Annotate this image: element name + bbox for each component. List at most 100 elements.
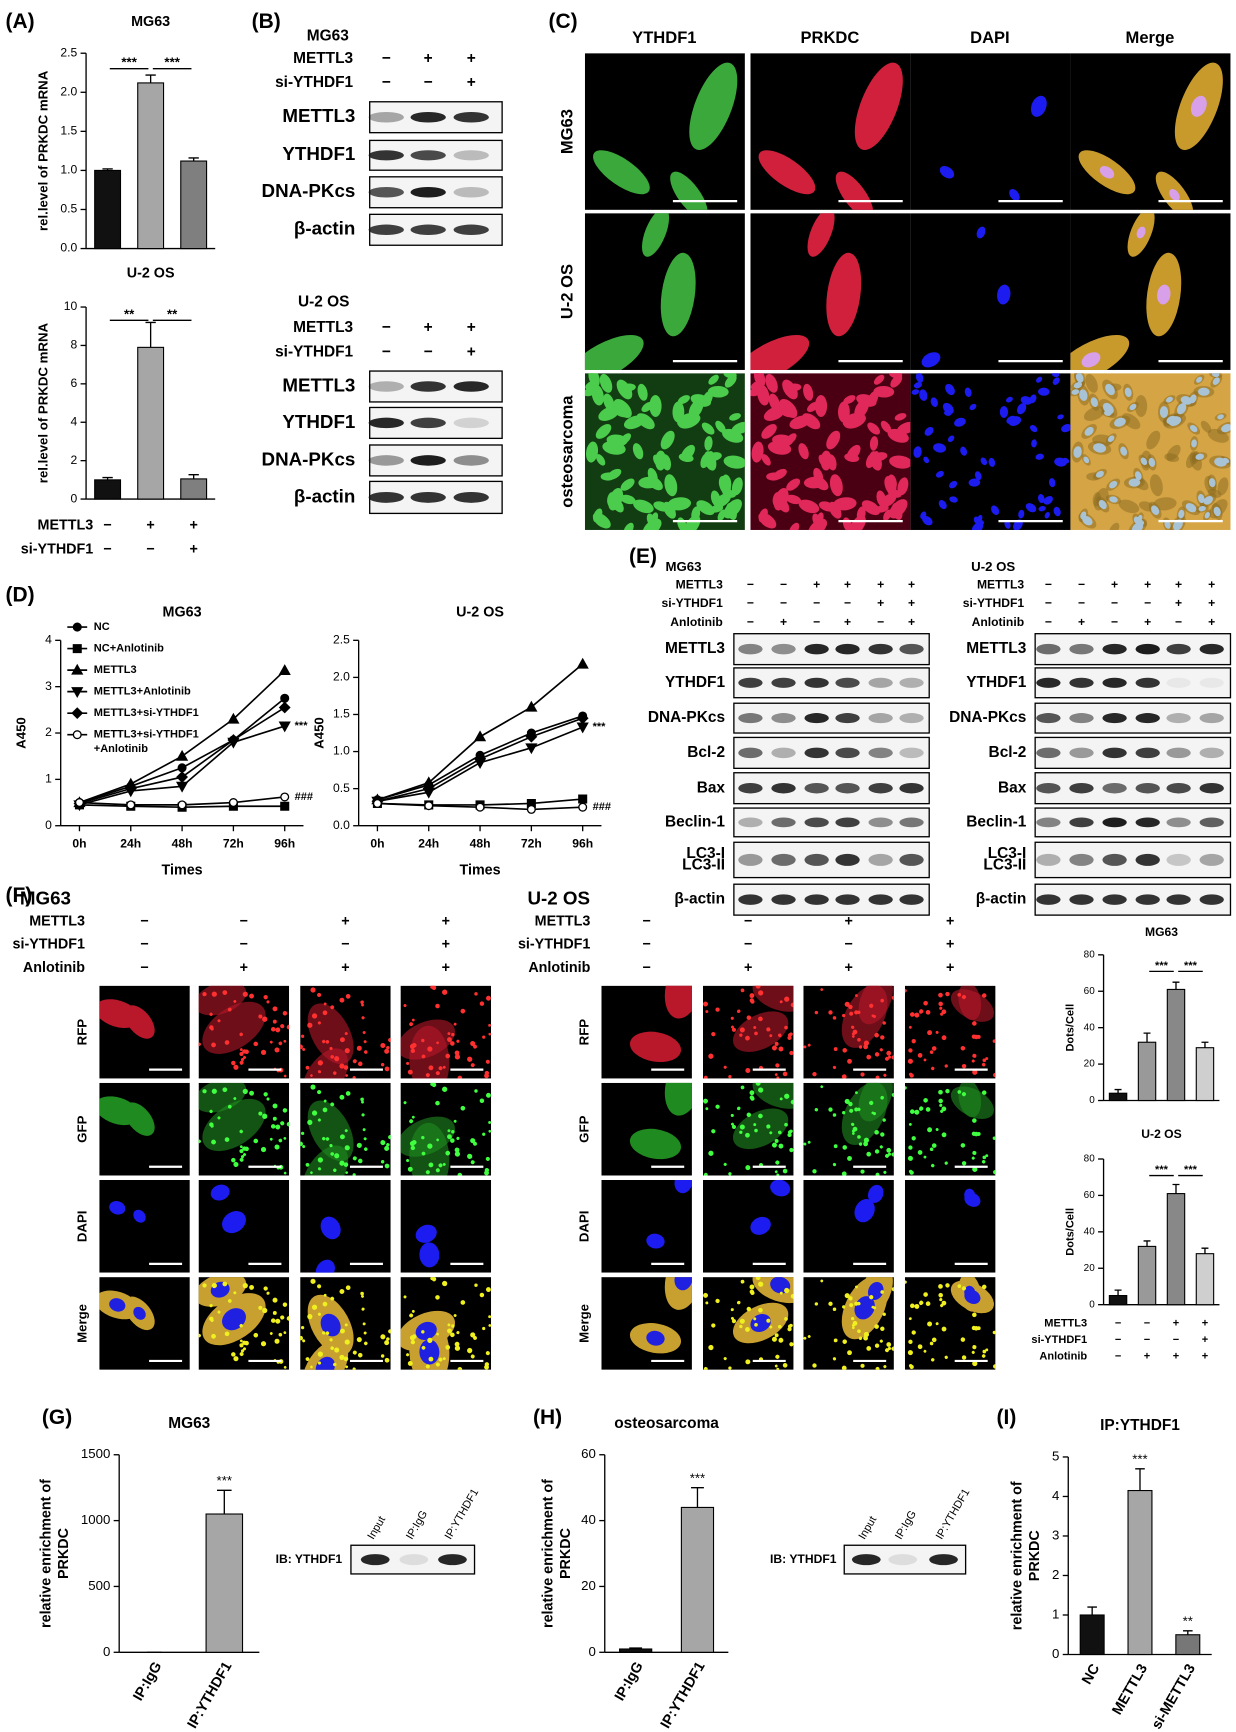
cell <box>333 1168 337 1172</box>
cell <box>846 444 861 461</box>
cell <box>971 1350 975 1354</box>
cell <box>957 992 962 997</box>
blot-band <box>835 643 860 655</box>
cell <box>1191 439 1197 448</box>
cell <box>753 1317 757 1321</box>
cell <box>442 1357 446 1361</box>
micrograph <box>750 213 911 370</box>
cell <box>814 517 827 527</box>
condition-sign: − <box>1115 1350 1121 1362</box>
cell <box>857 1038 861 1042</box>
cell <box>240 1057 245 1062</box>
legend-marker <box>72 622 82 632</box>
cell <box>453 1314 457 1317</box>
cell <box>345 1171 349 1174</box>
cell <box>774 1139 779 1143</box>
cell <box>272 1116 277 1121</box>
condition-sign: + <box>946 960 954 976</box>
cell <box>972 1118 977 1123</box>
cell <box>1093 443 1107 453</box>
cell <box>233 1064 239 1070</box>
cell <box>362 1128 366 1132</box>
cell <box>723 1357 727 1361</box>
panel-label: (G) <box>42 1406 72 1429</box>
cell <box>771 1336 777 1342</box>
cell <box>646 1330 665 1346</box>
cell <box>253 1332 259 1338</box>
cell <box>774 1041 779 1046</box>
blot-band <box>453 491 489 503</box>
cell <box>732 1108 789 1150</box>
y-tick-label: 60 <box>581 1446 596 1461</box>
cell <box>722 489 736 498</box>
condition-sign: + <box>1202 1350 1208 1362</box>
cell <box>981 1284 987 1290</box>
cell <box>779 1000 783 1004</box>
bar <box>1137 1041 1157 1102</box>
cell <box>1037 494 1045 504</box>
cell <box>944 1064 948 1068</box>
cell <box>833 1338 838 1343</box>
blot-band <box>453 150 489 161</box>
cell <box>445 1344 451 1350</box>
cell <box>356 1337 362 1343</box>
cell <box>923 1058 927 1062</box>
cell <box>854 62 903 151</box>
cell <box>272 1310 277 1315</box>
cell <box>198 1333 201 1338</box>
data-point <box>280 693 290 703</box>
cell <box>233 1097 237 1101</box>
cell <box>871 1111 875 1115</box>
data-point <box>124 782 137 795</box>
condition-sign: + <box>844 615 851 629</box>
image-background <box>910 213 1071 370</box>
y-tick-label: 1.0 <box>60 163 77 177</box>
cell <box>339 1354 345 1361</box>
micrograph <box>300 1277 391 1370</box>
cell <box>485 995 491 1001</box>
panel-label: (D) <box>6 584 35 607</box>
cell <box>388 1329 391 1334</box>
cell <box>344 1129 348 1133</box>
blot-band <box>368 455 404 466</box>
cell <box>874 1052 880 1057</box>
cell <box>784 1287 790 1294</box>
condition-sign: − <box>1045 596 1052 610</box>
cell <box>274 1338 280 1344</box>
condition-sign: − <box>424 74 433 91</box>
y-tick-label: 3 <box>45 679 52 693</box>
cell <box>1029 394 1037 404</box>
cell <box>124 1102 155 1136</box>
cell <box>904 989 907 993</box>
panel-label: (C) <box>548 10 577 33</box>
y-tick-label: 0.0 <box>60 241 77 255</box>
blot-band <box>899 894 924 905</box>
legend-marker <box>72 730 82 740</box>
cell <box>766 1124 771 1129</box>
condition-sign: − <box>1115 1334 1121 1346</box>
cell <box>914 1303 920 1309</box>
blot-band <box>899 782 924 794</box>
cell <box>980 457 988 466</box>
cell <box>766 472 781 481</box>
blot-band <box>368 150 404 161</box>
cell <box>222 1211 246 1234</box>
cell <box>814 1107 819 1112</box>
cell <box>325 1331 330 1335</box>
error-bar <box>1114 1289 1122 1296</box>
cell <box>749 1090 755 1096</box>
cell <box>1207 489 1222 498</box>
condition-sign: − <box>643 914 651 930</box>
cell <box>436 1041 439 1045</box>
cell <box>450 1138 455 1143</box>
micrograph <box>601 1179 692 1273</box>
x-tick-label: 24h <box>418 837 439 851</box>
cell <box>456 1039 460 1043</box>
cell <box>384 1048 390 1054</box>
cell <box>428 1356 434 1362</box>
cell <box>820 450 832 471</box>
cell <box>344 1145 350 1151</box>
cell <box>889 373 903 379</box>
cell <box>345 1091 351 1096</box>
cell <box>435 1071 440 1076</box>
